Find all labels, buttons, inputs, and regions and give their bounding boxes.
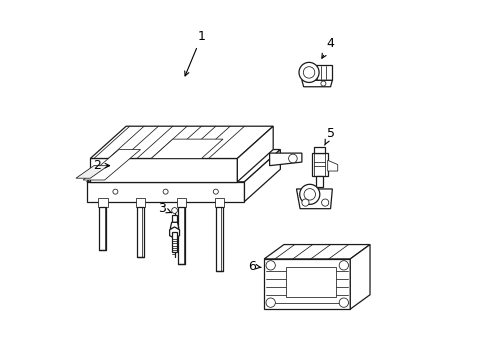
Polygon shape bbox=[86, 149, 280, 182]
Bar bbox=[215, 207, 223, 271]
Text: 3: 3 bbox=[158, 202, 171, 215]
Polygon shape bbox=[151, 139, 223, 158]
Bar bbox=[177, 198, 186, 207]
Circle shape bbox=[303, 67, 314, 78]
Text: 6: 6 bbox=[247, 260, 261, 273]
Polygon shape bbox=[264, 259, 349, 309]
Polygon shape bbox=[296, 189, 332, 209]
Polygon shape bbox=[169, 227, 179, 238]
Polygon shape bbox=[349, 244, 369, 309]
Bar bbox=[314, 147, 325, 153]
Circle shape bbox=[213, 189, 218, 194]
Polygon shape bbox=[244, 149, 280, 202]
Polygon shape bbox=[269, 153, 301, 166]
Text: 2: 2 bbox=[93, 159, 109, 172]
Bar bbox=[311, 153, 327, 176]
Polygon shape bbox=[76, 166, 108, 178]
Bar bbox=[171, 232, 177, 252]
Text: 5: 5 bbox=[324, 127, 334, 145]
Bar bbox=[137, 207, 144, 257]
Polygon shape bbox=[264, 244, 369, 259]
Text: 1: 1 bbox=[184, 30, 205, 76]
Circle shape bbox=[113, 189, 118, 194]
Bar bbox=[214, 198, 224, 207]
Circle shape bbox=[288, 154, 297, 163]
Circle shape bbox=[171, 208, 177, 213]
Circle shape bbox=[265, 298, 275, 307]
Circle shape bbox=[320, 81, 325, 86]
Bar bbox=[285, 267, 335, 297]
Polygon shape bbox=[171, 215, 177, 222]
Bar bbox=[178, 207, 185, 264]
Circle shape bbox=[265, 261, 275, 270]
Text: 4: 4 bbox=[321, 37, 334, 58]
Polygon shape bbox=[90, 126, 273, 158]
Polygon shape bbox=[83, 149, 140, 180]
Polygon shape bbox=[170, 222, 179, 228]
Bar bbox=[316, 64, 332, 80]
Circle shape bbox=[339, 298, 348, 307]
Bar bbox=[98, 198, 107, 207]
Circle shape bbox=[321, 199, 328, 206]
Bar bbox=[136, 198, 145, 207]
Polygon shape bbox=[327, 160, 337, 171]
Circle shape bbox=[163, 189, 168, 194]
Circle shape bbox=[298, 62, 319, 82]
Circle shape bbox=[304, 189, 315, 200]
Circle shape bbox=[299, 184, 319, 204]
Polygon shape bbox=[86, 182, 244, 202]
Bar bbox=[316, 176, 323, 187]
Circle shape bbox=[301, 199, 308, 206]
Polygon shape bbox=[237, 126, 273, 182]
Circle shape bbox=[339, 261, 348, 270]
Polygon shape bbox=[301, 80, 332, 87]
Bar bbox=[99, 207, 106, 250]
Polygon shape bbox=[90, 158, 237, 182]
